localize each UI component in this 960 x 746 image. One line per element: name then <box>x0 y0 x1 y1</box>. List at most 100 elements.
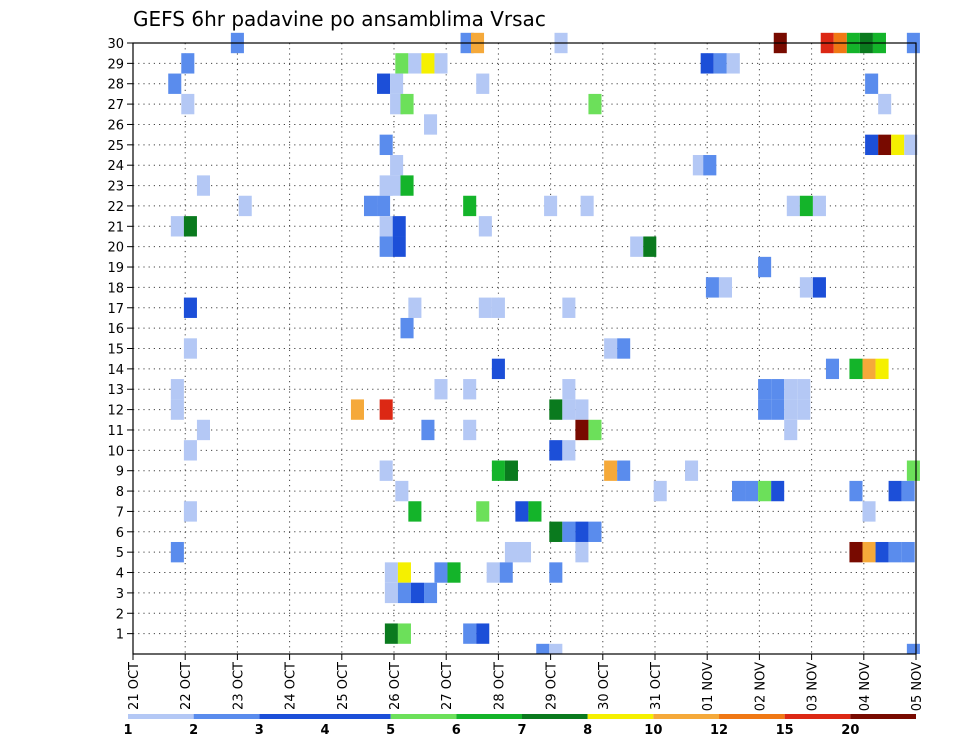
colorbar-label: 2 <box>189 723 198 738</box>
heatmap-cell <box>849 541 863 563</box>
heatmap-cell <box>812 195 826 217</box>
heatmap-cell <box>544 195 558 217</box>
heatmap-cell <box>643 236 657 257</box>
heatmap-cell <box>408 297 422 318</box>
heatmap-cell <box>901 541 915 563</box>
x-tick-label: 28 OCT <box>492 662 507 710</box>
y-tick-label: 26 <box>107 118 124 133</box>
colorbar-label: 12 <box>710 723 728 738</box>
colorbar-segment <box>390 714 457 719</box>
y-tick-label: 2 <box>116 607 124 622</box>
heatmap-cell <box>463 419 477 441</box>
x-tick-label: 04 NOV <box>858 662 873 711</box>
heatmap-cell <box>875 541 889 563</box>
y-tick-label: 14 <box>107 363 124 378</box>
heatmap-cell <box>849 358 863 380</box>
heatmap-cell <box>906 460 920 481</box>
heatmap-cell <box>400 317 414 339</box>
heatmap-cell <box>183 501 197 522</box>
heatmap-cell <box>183 216 197 237</box>
heatmap-cell <box>713 53 727 74</box>
heatmap-cell <box>536 643 550 654</box>
heatmap-cell <box>528 501 542 522</box>
y-tick-label: 30 <box>107 37 124 52</box>
heatmap-cell <box>350 399 364 420</box>
heatmap-cell <box>875 358 889 380</box>
colorbar-label: 6 <box>452 723 461 738</box>
y-tick-label: 8 <box>116 485 124 500</box>
heatmap-cell <box>758 379 772 400</box>
y-tick-label: 27 <box>107 98 124 113</box>
colorbar-segment <box>653 714 719 719</box>
y-tick-label: 4 <box>116 567 124 582</box>
heatmap-cell <box>377 195 391 217</box>
y-tick-label: 21 <box>107 220 124 235</box>
heatmap-cell <box>700 53 714 74</box>
heatmap-cell <box>891 134 905 156</box>
y-tick-label: 3 <box>116 587 124 602</box>
heatmap-cell <box>771 480 785 502</box>
colorbar-label: 7 <box>517 723 526 738</box>
heatmap-cell <box>491 358 505 380</box>
y-tick-label: 19 <box>107 261 124 276</box>
x-tick-label: 03 NOV <box>806 662 821 711</box>
heatmap-cell <box>196 175 210 196</box>
heatmap-cells <box>168 32 920 654</box>
x-tick-label: 30 OCT <box>597 662 612 710</box>
colorbar-label: 15 <box>776 723 794 738</box>
heatmap-cell <box>238 195 252 217</box>
heatmap-cell <box>906 643 920 654</box>
heatmap-cell <box>410 582 425 604</box>
y-tick-label: 1 <box>116 628 124 643</box>
heatmap-cell <box>580 195 594 217</box>
heatmap-cell <box>379 134 393 156</box>
heatmap-cell <box>705 277 719 298</box>
heatmap-cell <box>865 73 879 94</box>
heatmap-cell <box>463 623 477 644</box>
heatmap-cell <box>604 460 618 481</box>
heatmap-cell <box>575 419 589 441</box>
heatmap-cell <box>408 501 422 522</box>
heatmap-cell <box>588 521 602 542</box>
heatmap-cell <box>549 643 563 654</box>
heatmap-cell <box>434 53 448 74</box>
heatmap-cell <box>901 480 915 502</box>
heatmap-cell <box>397 623 411 644</box>
heatmap-cell <box>421 419 435 441</box>
heatmap-cell <box>562 297 576 318</box>
colorbar-label: 4 <box>320 723 329 738</box>
x-tick-label: 02 NOV <box>753 662 768 711</box>
heatmap-cell <box>463 379 477 400</box>
heatmap-cell <box>390 155 404 176</box>
heatmap-cell <box>476 73 490 94</box>
colorbar-segment <box>719 714 785 719</box>
heatmap-cell <box>888 480 902 502</box>
y-tick-label: 20 <box>107 241 124 256</box>
heatmap-cell <box>771 399 785 420</box>
heatmap-cell <box>397 562 411 583</box>
colorbar-label: 3 <box>255 723 264 738</box>
heatmap-cell <box>888 541 902 563</box>
y-tick-label: 24 <box>107 159 124 174</box>
heatmap-cell <box>799 277 813 298</box>
heatmap-cell <box>549 440 563 461</box>
heatmap-cell <box>196 419 210 441</box>
heatmap-cell <box>549 562 563 583</box>
y-tick-label: 17 <box>107 302 124 317</box>
x-tick-label: 27 OCT <box>440 662 455 710</box>
heatmap-cell <box>379 175 393 196</box>
heatmap-cell <box>562 379 576 400</box>
heatmap-cell <box>799 195 813 217</box>
heatmap-cell <box>463 195 477 217</box>
heatmap-cell <box>758 399 772 420</box>
heatmap-cell <box>549 521 563 542</box>
heatmap-cell <box>476 623 490 644</box>
heatmap-cell <box>786 195 800 217</box>
heatmap-cell <box>685 460 699 481</box>
y-tick-label: 15 <box>107 343 124 358</box>
heatmap-cell <box>170 216 184 237</box>
heatmap-cell <box>692 155 706 176</box>
heatmap-cell <box>703 155 717 176</box>
x-tick-label: 21 OCT <box>127 662 142 710</box>
